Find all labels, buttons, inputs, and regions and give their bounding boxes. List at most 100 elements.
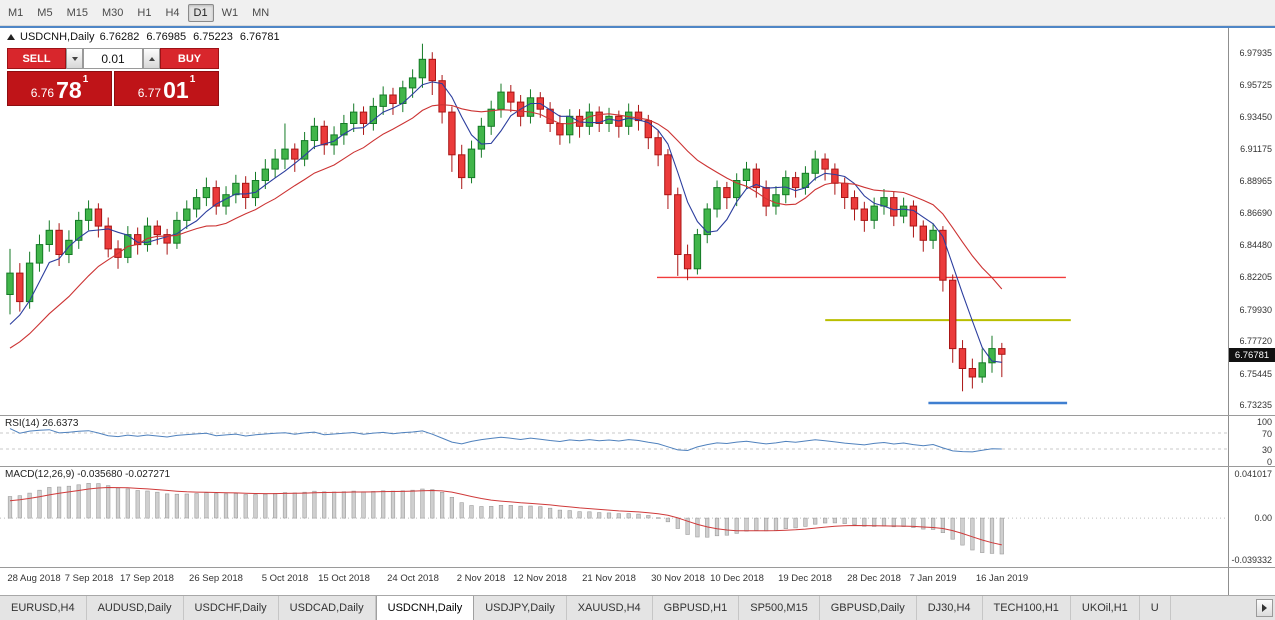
rsi-line bbox=[9, 428, 1002, 453]
chart-tab-DJ30-H4[interactable]: DJ30,H4 bbox=[916, 596, 983, 620]
price-axis[interactable]: 6.97935 6.95725 6.93450 6.91175 6.88965 6.866… bbox=[1228, 28, 1275, 415]
collapse-triangle-icon[interactable] bbox=[7, 34, 15, 40]
date-axis-label: 12 Nov 2018 bbox=[513, 573, 567, 584]
buy-price-sup: 1 bbox=[189, 74, 196, 85]
rsi-axis-label: 30 bbox=[1261, 445, 1272, 455]
candles-group bbox=[6, 43, 1006, 392]
date-axis-label: 28 Aug 2018 bbox=[7, 573, 61, 584]
macd-plot[interactable]: MACD(12,26,9) -0.035680 -0.027271 bbox=[0, 467, 1228, 567]
timeframe-button-M1[interactable]: M1 bbox=[8, 6, 24, 19]
volume-increase-button[interactable] bbox=[143, 48, 160, 69]
chart-window: USDCNH,Daily 6.76282 6.76985 6.75223 6.7… bbox=[0, 26, 1275, 595]
date-axis-label: 26 Sep 2018 bbox=[189, 573, 243, 584]
scroll-right-icon bbox=[1262, 604, 1267, 612]
chart-tab-bar: EURUSD,H4 AUDUSD,Daily USDCHF,Daily USDCAD,… bbox=[0, 595, 1275, 620]
chart-tab-USDCNH-Daily[interactable]: USDCNH,Daily bbox=[375, 596, 475, 620]
date-axis-label: 24 Oct 2018 bbox=[387, 573, 439, 584]
buy-button[interactable]: BUY bbox=[160, 48, 219, 69]
main-chart-plot[interactable]: USDCNH,Daily 6.76282 6.76985 6.75223 6.7… bbox=[0, 28, 1228, 415]
rsi-axis-label: 0 bbox=[1266, 457, 1272, 467]
chart-tab-TECH100-H1[interactable]: TECH100,H1 bbox=[982, 596, 1071, 620]
date-axis-label: 21 Nov 2018 bbox=[582, 573, 636, 584]
buy-price-small: 6.77 bbox=[137, 86, 162, 100]
ma-slow-line bbox=[9, 104, 1003, 349]
date-axis-label: 5 Oct 2018 bbox=[261, 573, 309, 584]
macd-axis-label: -0.039332 bbox=[1231, 555, 1272, 565]
chart-tab-UKOil-H1[interactable]: UKOil,H1 bbox=[1070, 596, 1140, 620]
date-axis[interactable]: 28 Aug 2018 7 Sep 2018 17 Sep 2018 26 Sep 2… bbox=[0, 568, 1228, 595]
price-axis-label: 6.77720 bbox=[1239, 336, 1272, 346]
rsi-plot[interactable]: RSI(14) 26.6373 bbox=[0, 416, 1228, 466]
chart-ohlc-title: USDCNH,Daily 6.76282 6.76985 6.75223 6.7… bbox=[7, 31, 280, 43]
price-axis-label: 6.86690 bbox=[1239, 208, 1272, 218]
timeframe-button-M15[interactable]: M15 bbox=[66, 6, 88, 19]
ohlc-open: 6.76282 bbox=[99, 31, 140, 43]
timeframe-button-MN[interactable]: MN bbox=[252, 6, 270, 19]
timeframe-button-M5[interactable]: M5 bbox=[37, 6, 53, 19]
date-axis-label: 15 Oct 2018 bbox=[318, 573, 370, 584]
date-axis-label: 2 Nov 2018 bbox=[456, 573, 506, 584]
chart-tab-USDCAD-Daily[interactable]: USDCAD,Daily bbox=[278, 596, 376, 620]
timeframe-button-M30[interactable]: M30 bbox=[101, 6, 124, 19]
rsi-axis: 100 70 30 0 bbox=[1228, 416, 1275, 467]
buy-price-display[interactable]: 6.77 01 1 bbox=[114, 71, 219, 106]
current-price-tag: 6.76781 bbox=[1229, 348, 1275, 362]
chart-tab-EURUSD-H4[interactable]: EURUSD,H4 bbox=[0, 596, 87, 620]
chart-tab-XAUUSD-H4[interactable]: XAUUSD,H4 bbox=[566, 596, 653, 620]
price-axis-label: 6.93450 bbox=[1239, 112, 1272, 122]
macd-axis-label: 0.041017 bbox=[1234, 469, 1272, 479]
volume-input[interactable]: 0.01 bbox=[83, 48, 143, 69]
macd-signal-line bbox=[9, 486, 1002, 546]
ohlc-high: 6.76985 bbox=[146, 31, 187, 43]
chart-tab-GBPUSD-H1[interactable]: GBPUSD,H1 bbox=[652, 596, 740, 620]
panel-separator[interactable] bbox=[0, 415, 1275, 416]
date-axis-label: 30 Nov 2018 bbox=[651, 573, 705, 584]
tab-scroll-right-button[interactable] bbox=[1256, 599, 1273, 617]
timeframe-toolbar: M1 M5 M15 M30 H1 H4 D1 W1 MN bbox=[0, 0, 1275, 26]
ohlc-close: 6.76781 bbox=[239, 31, 280, 43]
rsi-label: RSI(14) 26.6373 bbox=[5, 418, 79, 429]
chart-tab-USDJPY-Daily[interactable]: USDJPY,Daily bbox=[474, 596, 567, 620]
chart-tab-SP500-M15[interactable]: SP500,M15 bbox=[739, 596, 820, 620]
sell-button[interactable]: SELL bbox=[7, 48, 66, 69]
sell-price-display[interactable]: 6.76 78 1 bbox=[7, 71, 112, 106]
ma-fast-line bbox=[9, 81, 1002, 363]
macd-panel: MACD(12,26,9) -0.035680 -0.027271 0.0410… bbox=[0, 467, 1275, 567]
price-axis-label: 6.75445 bbox=[1239, 369, 1272, 379]
chart-tab-GBPUSD-Daily[interactable]: GBPUSD,Daily bbox=[819, 596, 917, 620]
price-axis-label: 6.88965 bbox=[1239, 176, 1272, 186]
timeframe-button-H4[interactable]: H4 bbox=[165, 6, 180, 19]
date-axis-label: 28 Dec 2018 bbox=[847, 573, 901, 584]
timeframe-button-D1[interactable]: D1 bbox=[187, 3, 214, 22]
chart-tab-AUDUSD-Daily[interactable]: AUDUSD,Daily bbox=[86, 596, 184, 620]
main-price-panel: USDCNH,Daily 6.76282 6.76985 6.75223 6.7… bbox=[0, 26, 1275, 415]
rsi-axis-label: 100 bbox=[1256, 417, 1272, 427]
macd-label: MACD(12,26,9) -0.035680 -0.027271 bbox=[5, 469, 171, 480]
one-click-trade-panel: SELL 0.01 BUY 6.76 78 1 6.77 01 1 bbox=[7, 48, 219, 106]
rsi-axis-label: 70 bbox=[1261, 429, 1272, 439]
chart-tab-U[interactable]: U bbox=[1139, 596, 1171, 620]
date-axis-label: 17 Sep 2018 bbox=[120, 573, 174, 584]
date-axis-label: 10 Dec 2018 bbox=[710, 573, 764, 584]
date-axis-row: 28 Aug 2018 7 Sep 2018 17 Sep 2018 26 Sep 2… bbox=[0, 568, 1275, 595]
price-axis-label: 6.95725 bbox=[1239, 80, 1272, 90]
timeframe-button-H1[interactable]: H1 bbox=[137, 6, 152, 19]
price-axis-label: 6.84480 bbox=[1239, 240, 1272, 250]
macd-canvas bbox=[0, 482, 1228, 555]
date-axis-label: 16 Jan 2019 bbox=[975, 573, 1029, 584]
sell-price-small: 6.76 bbox=[30, 86, 55, 100]
volume-decrease-button[interactable] bbox=[66, 48, 83, 69]
spinner-down-icon bbox=[71, 56, 78, 61]
macd-axis-label: 0.00 bbox=[1254, 513, 1272, 523]
sell-price-sup: 1 bbox=[82, 74, 89, 85]
ohlc-low: 6.75223 bbox=[193, 31, 233, 43]
buy-price-big: 01 bbox=[163, 77, 189, 104]
candlestick-canvas[interactable] bbox=[0, 28, 1228, 415]
chart-tab-USDCHF-Daily[interactable]: USDCHF,Daily bbox=[183, 596, 279, 620]
panel-separator[interactable] bbox=[0, 466, 1275, 467]
date-axis-label: 7 Jan 2019 bbox=[909, 573, 957, 584]
panel-separator bbox=[0, 567, 1275, 568]
spinner-up-icon bbox=[148, 56, 155, 61]
date-axis-label: 19 Dec 2018 bbox=[778, 573, 832, 584]
timeframe-button-W1[interactable]: W1 bbox=[221, 6, 239, 19]
